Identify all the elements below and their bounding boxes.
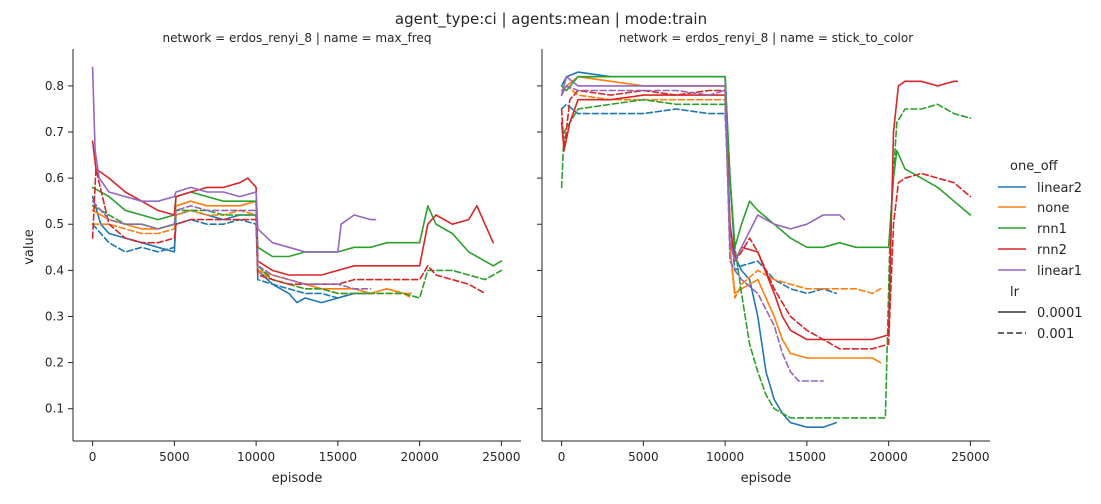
x-tick-label: 5000 [628, 450, 659, 464]
series-line-none-lr-0.001 [560, 85, 882, 299]
plot-area [91, 66, 503, 304]
series-line-linear2-lr-0.001 [91, 218, 369, 299]
y-tick-label: 0.8 [45, 79, 64, 93]
panel-max-freq: network = erdos_renyi_8 | name = max_fre… [22, 31, 521, 486]
legend-label: rnn1 [1037, 222, 1067, 237]
legend-item: 0.0001 [998, 306, 1083, 321]
y-axis-label: value [22, 229, 37, 265]
series-line-linear1-lr-0.001 [560, 85, 824, 382]
x-tick-label: 0 [558, 450, 566, 464]
x-tick-label: 25000 [951, 450, 989, 464]
series-line-rnn2-lr-0.001 [91, 168, 486, 295]
x-tick-label: 10000 [237, 450, 275, 464]
series-line-rnn2-lr-0.0001 [91, 140, 494, 276]
x-tick-label: 20000 [401, 450, 439, 464]
legend: one_off linear2 none rnn1 rnn2 linear1 [998, 159, 1083, 342]
series-line-rnn2-lr-0.0001 [560, 80, 959, 341]
x-tick-label: 15000 [319, 450, 357, 464]
legend-style-title: lr [1010, 285, 1020, 300]
legend-item: none [998, 201, 1069, 216]
x-tick-label: 20000 [870, 450, 908, 464]
panel-title: network = erdos_renyi_8 | name = stick_t… [619, 31, 913, 45]
legend-label: linear1 [1037, 264, 1082, 279]
panel-stick-to-color: network = erdos_renyi_8 | name = stick_t… [537, 31, 990, 486]
legend-label: linear2 [1037, 181, 1082, 196]
y-tick-label: 0.6 [45, 171, 64, 185]
x-tick-label: 10000 [706, 450, 744, 464]
y-tick-label: 0.1 [45, 402, 64, 416]
series-line-linear2-lr-0.001 [560, 103, 838, 295]
series-line-rnn1-lr-0.0001 [91, 186, 503, 267]
legend-item: rnn2 [998, 243, 1067, 258]
legend-hue-title: one_off [1010, 159, 1059, 174]
x-axis-label: episode [272, 471, 323, 486]
figure-title: agent_type:ci | agents:mean | mode:train [395, 10, 707, 29]
legend-label: rnn2 [1037, 243, 1067, 258]
x-tick-label: 0 [89, 450, 97, 464]
x-tick-label: 25000 [482, 450, 520, 464]
series-line-none-lr-0.0001 [560, 75, 882, 364]
x-tick-label: 5000 [159, 450, 190, 464]
y-tick-label: 0.3 [45, 309, 64, 323]
legend-label: 0.0001 [1037, 306, 1083, 321]
series-line-rnn1-lr-0.001 [560, 98, 972, 419]
series-line-rnn2-lr-0.001 [560, 89, 972, 350]
y-tick-label: 0.4 [45, 263, 64, 277]
panel-title: network = erdos_renyi_8 | name = max_fre… [163, 31, 432, 45]
series-line-linear1-lr-0.001 [91, 200, 372, 290]
x-tick-label: 15000 [788, 450, 826, 464]
plot-area [560, 71, 972, 428]
legend-item: rnn1 [998, 222, 1067, 237]
legend-label: 0.001 [1037, 327, 1074, 342]
legend-item: linear1 [998, 264, 1082, 279]
y-tick-label: 0.2 [45, 356, 64, 370]
series-line-rnn1-lr-0.0001 [560, 75, 972, 249]
series-line-linear2-lr-0.0001 [560, 71, 838, 428]
legend-item: 0.001 [998, 327, 1074, 342]
legend-item: linear2 [998, 181, 1082, 196]
y-tick-label: 0.7 [45, 125, 64, 139]
y-tick-label: 0.5 [45, 217, 64, 231]
series-line-linear1-lr-0.0001 [560, 75, 846, 262]
legend-label: none [1037, 201, 1069, 216]
x-axis-label: episode [741, 471, 792, 486]
series-line-linear1-lr-0.0001 [91, 66, 377, 253]
